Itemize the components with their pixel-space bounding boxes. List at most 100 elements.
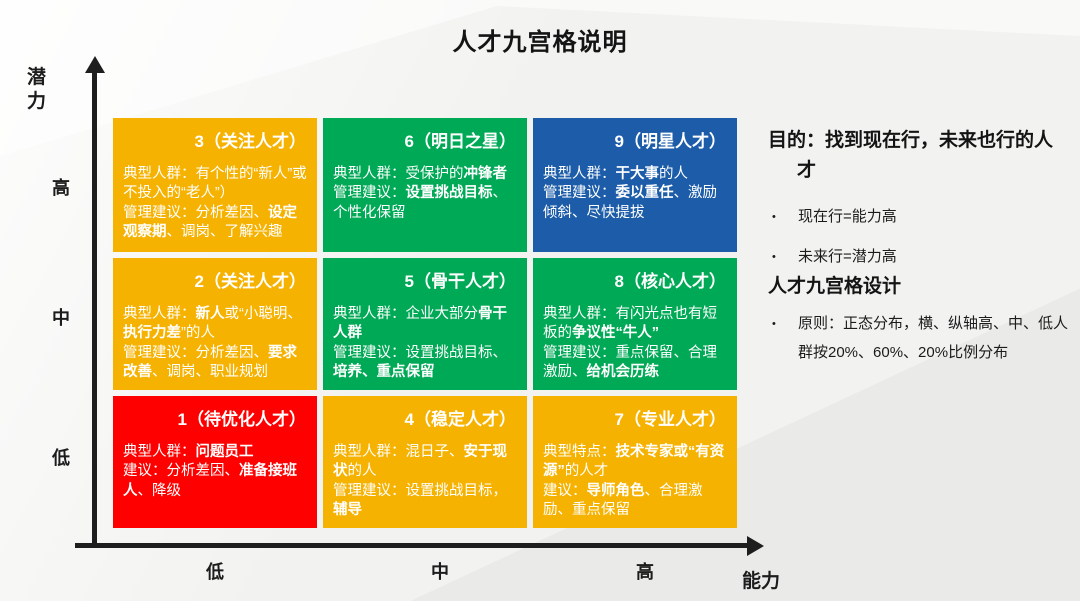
cell-text-line: 管理建议：分析差因、设定观察期、调岗、了解兴趣: [123, 204, 308, 243]
cell-text-line: 建议：导师角色、合理激励、重点保留: [543, 482, 728, 521]
purpose-heading: 目的：找到现在行，未来也行的人才: [768, 130, 1054, 182]
text-segment: 给机会历练: [586, 363, 660, 380]
x-axis-arrow-icon: [747, 536, 764, 556]
cell-text-line: 典型人群：有个性的“新人”或不投入的“老人”）: [123, 165, 308, 204]
cell-title: 7（专业人才）: [614, 410, 726, 429]
text-segment: 、调岗、职业规划: [152, 363, 268, 380]
page-title: 人才九宫格说明: [452, 29, 628, 56]
text-segment: 导师角色: [586, 482, 645, 499]
cell-text-line: 管理建议：重点保留、合理激励、给机会历练: [543, 344, 728, 383]
grid-cell-8: 8（核心人才） 典型人群：有闪光点也有短板的争议性“牛人” 管理建议：重点保留、合理…: [533, 258, 737, 390]
x-tick-mid: 中: [431, 562, 449, 582]
text-segment: 的人才: [564, 463, 609, 480]
y-tick-high: 高: [52, 178, 70, 198]
text-segment: 争议性“牛人”: [572, 325, 659, 342]
text-segment: 典型人群：企业大部分: [333, 306, 478, 322]
text-segment: 准备接班人: [123, 463, 297, 499]
text-segment: ”的人: [181, 325, 215, 342]
text-segment: 的人: [347, 463, 377, 480]
text-segment: 管理建议：: [543, 185, 616, 202]
text-segment: 设置挑战目标: [405, 185, 493, 202]
text-segment: 干大事: [615, 166, 660, 182]
text-segment: 骨干人群: [333, 306, 507, 342]
text-segment: 管理建议：分析差因、: [123, 344, 268, 361]
text-segment: 或“小聪明、: [224, 306, 302, 322]
cell-text-line: 典型人群：问题员工: [123, 443, 308, 462]
grid-cell-6: 6（明日之星） 典型人群：受保护的冲锋者 管理建议：设置挑战目标、个性化保留: [323, 118, 527, 252]
cell-text-line: 典型人群：混日子、安于现状的人: [333, 443, 518, 482]
text-segment: 建议：分析差因、: [123, 463, 239, 480]
text-segment: 新人: [195, 306, 225, 322]
text-segment: 典型人群：有个性的“新人”或不投入的“老人”）: [123, 166, 307, 202]
cell-title: 8（核心人才）: [614, 272, 726, 291]
grid-cell-7: 7（专业人才） 典型特点：技术专家或“有资源”的人才 建议：导师角色、合理激励、重点…: [533, 396, 737, 528]
text-segment: 辅导: [333, 501, 362, 518]
grid-cell-3: 3（关注人才） 典型人群：有个性的“新人”或不投入的“老人”） 管理建议：分析差因、…: [113, 118, 317, 252]
text-segment: 要求改善: [123, 344, 297, 380]
cell-text-line: 管理建议：委以重任、激励倾斜、尽快提拔: [543, 184, 728, 223]
cell-text-line: 典型人群：干大事的人: [543, 165, 728, 184]
text-segment: 典型人群：混日子、: [333, 444, 464, 460]
nine-box-grid: 3（关注人才） 典型人群：有个性的“新人”或不投入的“老人”） 管理建议：分析差因、…: [113, 118, 737, 528]
text-segment: 管理建议：分析差因、: [123, 204, 268, 221]
purpose-section: 目的：找到现在行，未来也行的人才 • 现在行=能力高 • 未来行=潜力高: [768, 126, 1070, 284]
grid-cell-2: 2（关注人才） 典型人群：新人或“小聪明、执行力差”的人管理建议：分析差因、要求改…: [113, 258, 317, 390]
list-item: • 现在行=能力高: [768, 203, 1070, 232]
cell-text-line: 建议：分析差因、准备接班人、降级: [123, 462, 308, 501]
cell-title: 3（关注人才）: [194, 132, 306, 151]
y-tick-low: 低: [52, 448, 70, 468]
cell-title: 2（关注人才）: [194, 272, 306, 291]
cell-title: 1（待优化人才）: [177, 410, 306, 429]
y-tick-mid: 中: [52, 308, 70, 328]
cell-text-line: 管理建议：设置挑战目标、个性化保留: [333, 184, 518, 223]
text-segment: 委以重任: [615, 185, 674, 202]
text-segment: 设定观察期: [123, 204, 297, 240]
grid-cell-1: 1（待优化人才） 典型人群：问题员工 建议：分析差因、准备接班人、降级: [113, 396, 317, 528]
text-segment: 执行力差: [123, 325, 181, 342]
cell-title: 4（稳定人才）: [404, 410, 516, 429]
text-segment: 、个性化保留: [333, 185, 507, 221]
cell-title: 6（明日之星）: [404, 132, 516, 151]
x-axis-line: [75, 543, 749, 548]
bullet-dot-icon: •: [772, 318, 776, 331]
cell-text-line: 管理建议：设置挑战目标， 辅导: [333, 482, 518, 521]
text-segment: 安于现状: [333, 444, 507, 480]
purpose-bullet-list: • 现在行=能力高 • 未来行=潜力高: [768, 203, 1070, 272]
list-item: • 原则：正态分布，横、纵轴高、中、低人群按20%、60%、20%比例分布: [768, 310, 1070, 367]
cell-text-line: 典型人群：新人或“小聪明、执行力差”的人: [123, 305, 308, 344]
text-segment: 建议：: [543, 482, 587, 499]
bullet-dot-icon: •: [772, 210, 776, 223]
design-section: 人才九宫格设计 • 原则：正态分布，横、纵轴高、中、低人群按20%、60%、20…: [768, 272, 1070, 367]
text-segment: 管理建议：重点保留、合理激励、: [543, 344, 717, 380]
design-heading: 人才九宫格设计: [768, 276, 902, 297]
y-axis-label: 潜力: [27, 67, 47, 112]
grid-cell-4: 4（稳定人才） 典型人群：混日子、安于现状的人 管理建议：设置挑战目标， 辅导: [323, 396, 527, 528]
text-segment: 冲锋者: [463, 166, 508, 182]
text-segment: 的人: [659, 166, 688, 182]
y-axis-arrow-icon: [85, 56, 105, 73]
text-segment: 典型人群：受保护的: [333, 166, 464, 182]
x-tick-low: 低: [206, 562, 224, 582]
x-axis-label: 能力: [742, 571, 781, 592]
list-item: • 未来行=潜力高: [768, 243, 1070, 272]
text-segment: 管理建议：: [333, 185, 406, 202]
text-segment: 培养、重点保留: [333, 363, 435, 380]
cell-text-line: 管理建议：设置挑战目标、培养、重点保留: [333, 344, 518, 383]
cell-text-line: 典型人群：企业大部分骨干人群: [333, 305, 518, 344]
cell-text-line: 典型特点：技术专家或“有资源”的人才: [543, 443, 728, 482]
text-segment: 管理建议：设置挑战目标、: [333, 344, 507, 361]
text-segment: 典型人群：有闪光点也有短板的: [543, 306, 717, 342]
bullet-text: 原则：正态分布，横、纵轴高、中、低人群按20%、60%、20%比例分布: [798, 315, 1069, 361]
bullet-text: 未来行=潜力高: [798, 248, 897, 266]
cell-title: 9（明星人才）: [614, 132, 726, 151]
text-segment: 问题员工: [195, 444, 254, 460]
grid-cell-5: 5（骨干人才） 典型人群：企业大部分骨干人群 管理建议：设置挑战目标、培养、重点保留: [323, 258, 527, 390]
text-segment: 典型人群：: [123, 306, 196, 322]
cell-text-line: 典型人群：受保护的冲锋者: [333, 165, 518, 184]
x-tick-high: 高: [636, 562, 654, 582]
text-segment: 典型特点：: [543, 444, 616, 460]
text-segment: 、降级: [137, 482, 182, 499]
text-segment: 技术专家或“有资源”: [543, 444, 725, 480]
text-segment: 典型人群：: [543, 166, 616, 182]
text-segment: 典型人群：: [123, 444, 196, 460]
